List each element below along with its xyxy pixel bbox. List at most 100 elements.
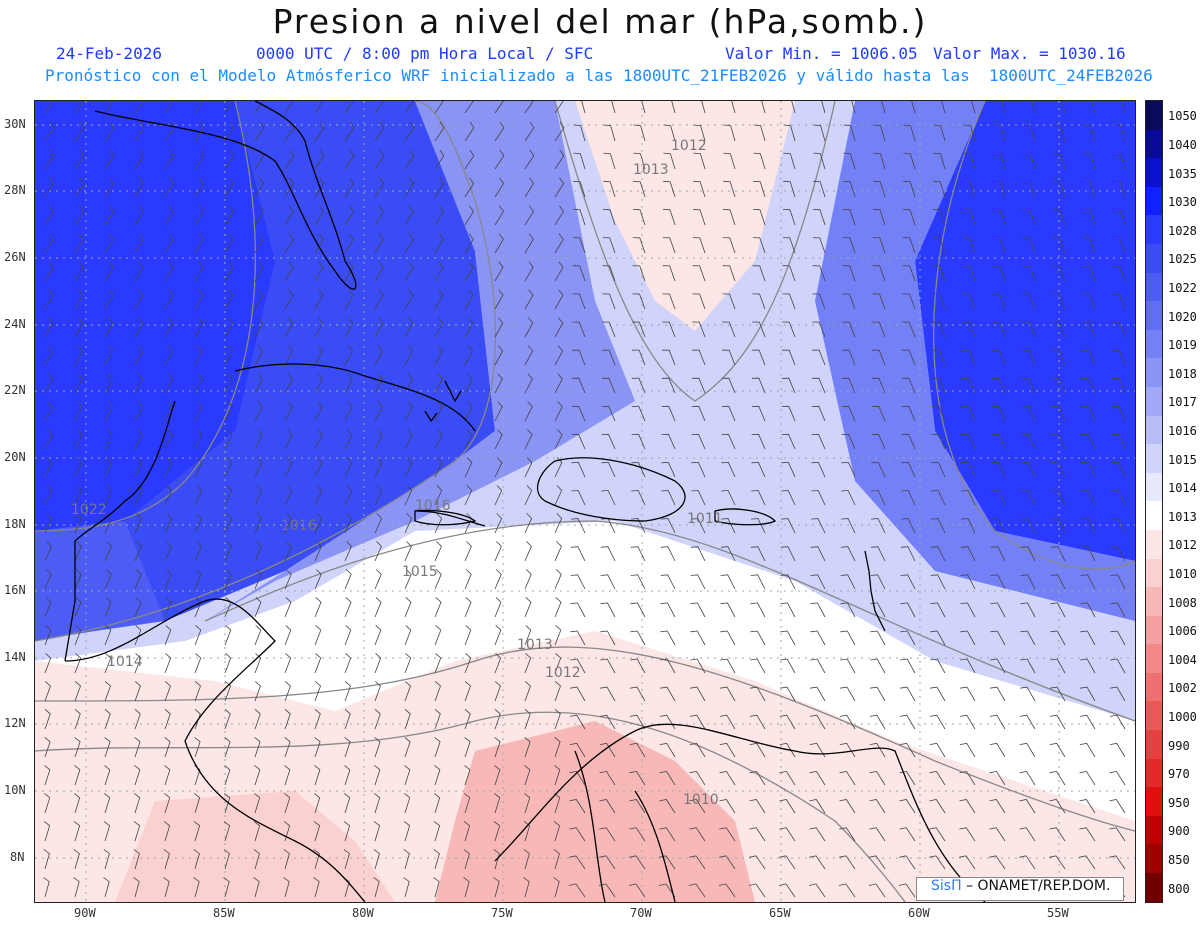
wind-barb (839, 742, 856, 758)
wind-barb (841, 377, 856, 394)
wind-barb (601, 405, 616, 422)
wind-barb (254, 708, 261, 730)
wind-barb (659, 827, 676, 842)
colorbar-swatch (1146, 243, 1162, 273)
wind-barb (1031, 101, 1036, 114)
wind-barb (1112, 321, 1126, 338)
wind-barb (194, 513, 203, 534)
wind-barb (494, 708, 501, 730)
wind-barb (164, 625, 172, 646)
wind-barb (872, 293, 886, 310)
wind-barb (554, 541, 562, 562)
wind-barb (601, 377, 616, 394)
wind-barb (632, 209, 646, 226)
wind-barb (494, 653, 502, 674)
wind-barb (284, 233, 294, 254)
credit-box: SisΠ – ONAMET/REP.DOM. (916, 877, 1124, 901)
wind-barb (553, 877, 560, 898)
wind-barb (254, 485, 263, 506)
wind-barb (44, 625, 52, 646)
wind-barb (164, 289, 174, 310)
wind-barb (842, 265, 856, 282)
wind-barb (1079, 799, 1096, 814)
wind-barb (932, 237, 946, 254)
wind-barb (751, 433, 766, 450)
wind-barb (404, 793, 411, 814)
wind-barb (404, 708, 411, 730)
wind-barb (1079, 714, 1096, 730)
wind-barb (524, 149, 535, 170)
wind-barb (404, 541, 412, 562)
wind-barb (524, 401, 533, 422)
wind-barb (1083, 124, 1096, 142)
wind-barb (104, 708, 111, 730)
wind-barb (73, 849, 80, 870)
colorbar-swatch (1146, 272, 1162, 302)
wind-barb (630, 546, 646, 562)
wind-barb (573, 152, 586, 170)
wind-barb (750, 686, 766, 702)
wind-barb (603, 124, 616, 142)
wind-barb (1113, 124, 1126, 142)
wind-barb (961, 433, 976, 450)
wind-barb (1053, 124, 1066, 142)
wind-barb (554, 708, 561, 730)
wind-barb (434, 345, 444, 366)
wind-barb (869, 827, 886, 842)
wind-barb (902, 321, 916, 338)
wind-barb (723, 152, 736, 170)
wind-barb (990, 658, 1006, 674)
wind-barb (553, 821, 561, 842)
wind-barb (722, 293, 736, 310)
colorbar-swatch (1146, 758, 1162, 788)
wind-barb (404, 345, 414, 366)
wind-barb (494, 569, 502, 590)
wind-barb (254, 681, 261, 702)
wind-barb (899, 770, 916, 786)
wind-barb (194, 261, 204, 282)
wind-barb (752, 321, 766, 338)
wind-barb (931, 518, 946, 534)
wind-barb (464, 653, 472, 674)
wind-barb (993, 180, 1006, 198)
wind-barb (404, 401, 413, 422)
wind-barb (633, 180, 646, 198)
wind-barb (44, 233, 54, 254)
wind-barb (43, 877, 50, 898)
wind-barb (1049, 827, 1066, 842)
wind-barb (1051, 377, 1066, 394)
wind-barb (44, 121, 55, 142)
wind-barb (344, 429, 353, 450)
wind-barb (164, 261, 174, 282)
wind-barb (164, 513, 173, 534)
contour-label: 1012 (545, 665, 581, 681)
wind-barb (602, 349, 616, 366)
wind-barb (959, 714, 976, 730)
wind-barb (572, 321, 586, 338)
wind-barb (104, 485, 113, 506)
wind-barb (464, 569, 472, 590)
wind-barb (961, 377, 976, 394)
wind-barb (434, 401, 443, 422)
wind-barb (404, 289, 414, 310)
wind-barb (434, 597, 442, 618)
wind-barb (464, 149, 475, 170)
contour-label: 1011 (687, 511, 723, 527)
wind-barb (104, 101, 114, 114)
wind-barb (434, 373, 443, 394)
wind-barb (314, 121, 325, 142)
wind-barb (224, 708, 231, 730)
wind-barb (1121, 101, 1126, 114)
wind-barb (663, 152, 676, 170)
wind-barb (1022, 293, 1036, 310)
wind-barb (841, 518, 856, 534)
wind-barb (224, 737, 231, 758)
wind-barb (630, 686, 646, 702)
colorbar-label: 1020 (1168, 309, 1197, 324)
wind-barb (434, 261, 444, 282)
wind-barb (630, 630, 646, 646)
wind-barb (871, 490, 886, 506)
wind-barb (1111, 377, 1126, 394)
colorbar-swatch (1146, 129, 1162, 159)
wind-barb (989, 855, 1006, 870)
